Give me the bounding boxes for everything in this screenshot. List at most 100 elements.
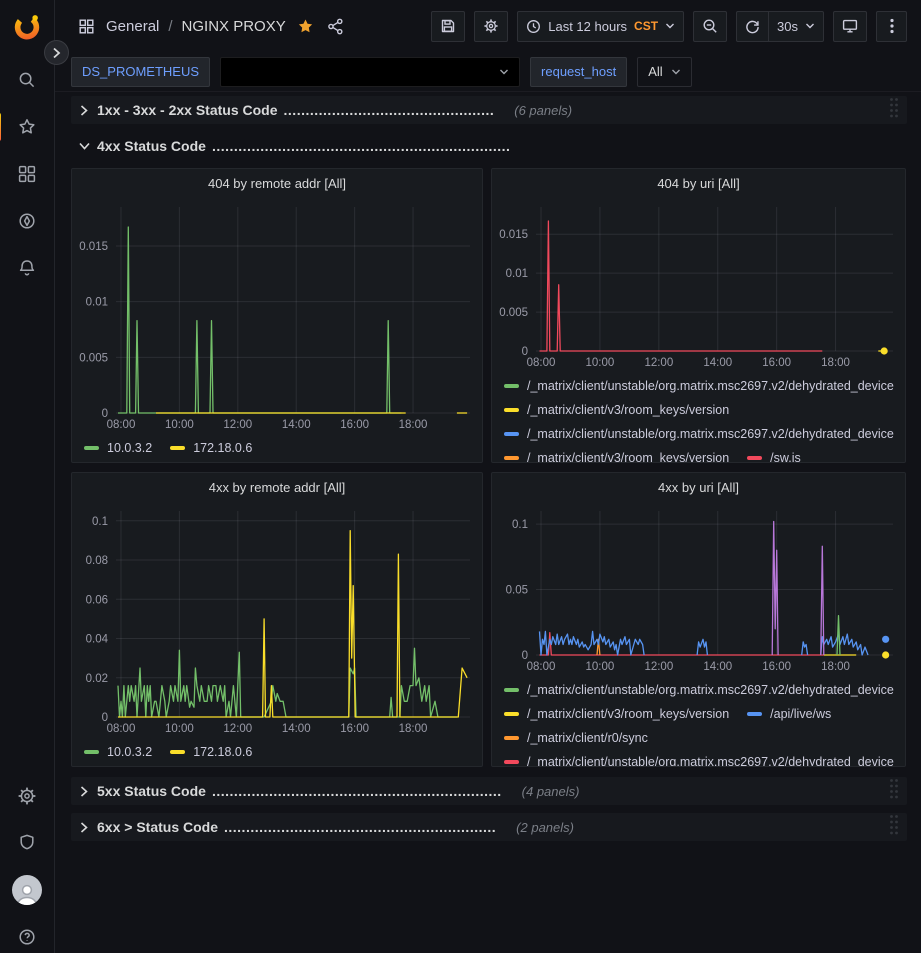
breadcrumb-folder[interactable]: General xyxy=(106,18,159,35)
grafana-logo[interactable] xyxy=(9,8,45,44)
legend-item[interactable]: /_matrix/client/r0/sync xyxy=(504,726,648,750)
panel-title[interactable]: 404 by remote addr [All] xyxy=(72,169,482,198)
sidebar-top-items xyxy=(7,70,47,278)
row-panel-count: (6 panels) xyxy=(514,103,572,118)
svg-text:0.01: 0.01 xyxy=(506,268,528,280)
legend-item[interactable]: /_matrix/client/unstable/org.matrix.msc2… xyxy=(504,678,894,702)
bell-icon xyxy=(17,258,37,278)
legend-item[interactable]: /_matrix/client/unstable/org.matrix.msc2… xyxy=(504,750,894,766)
legend-item[interactable]: 10.0.3.2 xyxy=(84,436,152,460)
drag-handle-dots[interactable] xyxy=(889,778,899,805)
sidebar-item-explore[interactable] xyxy=(7,211,47,231)
zoom-out-time-button[interactable] xyxy=(693,11,727,42)
variable-request-host-value[interactable]: All xyxy=(637,57,691,87)
variable-request-host-label[interactable]: request_host xyxy=(530,57,627,87)
legend-label: /_matrix/client/unstable/org.matrix.msc2… xyxy=(527,379,894,393)
row-6xx[interactable]: 6xx > Status Code ......................… xyxy=(71,813,907,841)
sidebar-item-configuration[interactable] xyxy=(7,786,47,806)
legend-label: 172.18.0.6 xyxy=(193,441,252,455)
svg-text:12:00: 12:00 xyxy=(223,723,252,735)
chevron-down-icon xyxy=(671,69,681,75)
variable-datasource-label[interactable]: DS_PROMETHEUS xyxy=(71,57,210,87)
dashboard-body: 1xx - 3xx - 2xx Status Code ............… xyxy=(55,92,921,953)
legend-swatch xyxy=(504,736,519,740)
save-dashboard-button[interactable] xyxy=(431,11,465,42)
refresh-button[interactable] xyxy=(736,11,769,42)
favorite-star-button[interactable] xyxy=(295,16,316,37)
legend-item[interactable]: /sw.js xyxy=(747,446,801,462)
legend-item[interactable]: /_matrix/client/v3/room_keys/version xyxy=(504,702,729,726)
drag-handle-dots[interactable] xyxy=(889,814,899,841)
main-content: General / NGINX PROXY xyxy=(55,0,921,953)
more-options-button[interactable] xyxy=(876,11,907,42)
sidebar-item-search[interactable] xyxy=(7,70,47,90)
chevron-down-icon xyxy=(805,23,815,29)
row-1xx-3xx-2xx[interactable]: 1xx - 3xx - 2xx Status Code ............… xyxy=(71,96,907,124)
legend-item[interactable]: /api/live/ws xyxy=(747,702,831,726)
legend-item[interactable]: 172.18.0.6 xyxy=(170,436,252,460)
legend-label: /_matrix/client/v3/room_keys/version xyxy=(527,451,729,462)
share-icon xyxy=(327,18,344,35)
chevron-right-icon xyxy=(77,822,91,833)
dashboard-title[interactable]: NGINX PROXY xyxy=(182,18,286,35)
sidebar-item-server-admin[interactable] xyxy=(7,833,47,853)
legend-label: /_matrix/client/r0/sync xyxy=(527,731,648,745)
legend-label: /_matrix/client/v3/room_keys/version xyxy=(527,403,729,417)
svg-text:0.1: 0.1 xyxy=(92,516,108,528)
panel-title[interactable]: 404 by uri [All] xyxy=(492,169,905,198)
panel-legend: 10.0.3.2 172.18.0.6 xyxy=(72,739,482,766)
row-title: 1xx - 3xx - 2xx Status Code xyxy=(97,102,278,118)
time-range-picker[interactable]: Last 12 hours CST xyxy=(517,11,684,42)
legend-item[interactable]: 172.18.0.6 xyxy=(170,740,252,764)
panel-chart[interactable]: 00.0050.010.01508:0010:0012:0014:0016:00… xyxy=(492,198,905,373)
panel-legend: 10.0.3.2 172.18.0.6 xyxy=(72,435,482,462)
legend-swatch xyxy=(747,456,762,460)
sidebar-item-starred[interactable] xyxy=(7,117,47,137)
svg-text:0.005: 0.005 xyxy=(79,352,108,364)
panel-chart[interactable]: 00.0050.010.01508:0010:0012:0014:0016:00… xyxy=(72,198,482,435)
sidebar-bottom-items xyxy=(7,786,47,947)
legend-item[interactable]: 10.0.3.2 xyxy=(84,740,152,764)
svg-text:0.01: 0.01 xyxy=(86,297,108,309)
row-title: 4xx Status Code xyxy=(97,138,206,154)
svg-text:0.015: 0.015 xyxy=(79,241,108,253)
row-5xx[interactable]: 5xx Status Code ........................… xyxy=(71,777,907,805)
row-leader-dots: ........................................… xyxy=(212,783,502,799)
sidebar-item-alerting[interactable] xyxy=(7,258,47,278)
legend-item[interactable]: /_matrix/client/v3/room_keys/version xyxy=(504,398,729,422)
svg-text:10:00: 10:00 xyxy=(586,357,615,369)
panel-title[interactable]: 4xx by remote addr [All] xyxy=(72,473,482,502)
svg-text:10:00: 10:00 xyxy=(165,419,194,431)
legend-swatch xyxy=(504,432,519,436)
legend-item[interactable]: /_matrix/client/unstable/org.matrix.msc2… xyxy=(504,422,894,446)
svg-text:14:00: 14:00 xyxy=(282,419,311,431)
refresh-interval-dropdown[interactable]: 30s xyxy=(769,11,824,42)
row-4xx[interactable]: 4xx Status Code ........................… xyxy=(71,132,907,160)
panel-chart[interactable]: 00.020.040.060.080.108:0010:0012:0014:00… xyxy=(72,502,482,739)
cycle-view-mode-button[interactable] xyxy=(833,11,867,42)
panel-chart[interactable]: 00.050.108:0010:0012:0014:0016:0018:00 xyxy=(492,502,905,677)
legend-item[interactable]: /_matrix/client/unstable/org.matrix.msc2… xyxy=(504,374,894,398)
chevron-right-icon xyxy=(52,47,61,59)
search-icon xyxy=(17,70,37,90)
save-icon xyxy=(440,18,456,34)
legend-label: /_matrix/client/unstable/org.matrix.msc2… xyxy=(527,427,894,441)
drag-handle-dots[interactable] xyxy=(889,97,899,124)
legend-item[interactable]: /_matrix/client/v3/room_keys/version xyxy=(504,446,729,462)
panel-title[interactable]: 4xx by uri [All] xyxy=(492,473,905,502)
dashboard-settings-button[interactable] xyxy=(474,11,508,42)
svg-text:10:00: 10:00 xyxy=(586,661,615,673)
kebab-icon xyxy=(890,18,894,34)
sidebar-item-dashboards[interactable] xyxy=(7,164,47,184)
share-button[interactable] xyxy=(325,16,346,37)
variable-datasource-value[interactable] xyxy=(220,57,520,87)
row-title: 6xx > Status Code xyxy=(97,819,218,835)
sidebar-item-help[interactable] xyxy=(7,927,47,947)
sidebar-expand-button[interactable] xyxy=(44,40,69,65)
legend-label: /_matrix/client/unstable/org.matrix.msc2… xyxy=(527,755,894,766)
sidebar-item-profile[interactable] xyxy=(7,880,47,900)
svg-text:0.08: 0.08 xyxy=(86,555,108,567)
svg-text:0.06: 0.06 xyxy=(86,594,108,606)
gear-icon xyxy=(17,786,37,806)
svg-text:0.015: 0.015 xyxy=(499,229,528,241)
